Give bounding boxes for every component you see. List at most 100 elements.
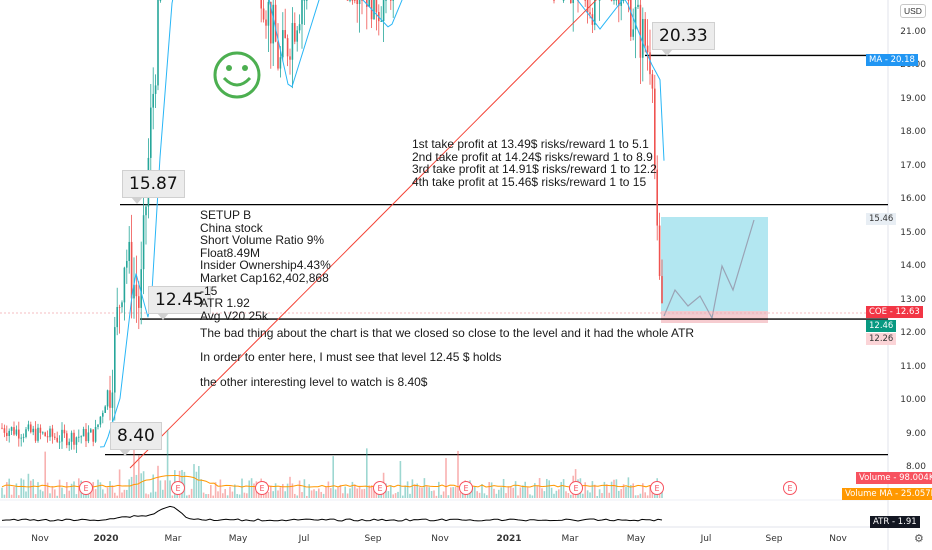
volume-bar: [490, 482, 493, 498]
volume-bar: [68, 490, 70, 498]
volume-bar: [152, 474, 154, 498]
volume-bar: [440, 494, 442, 498]
volume-bar: [183, 471, 186, 498]
stop-box: [661, 311, 768, 323]
volume-bar: [116, 495, 118, 498]
candle-body: [639, 4, 642, 58]
date-tick-label: May: [626, 534, 646, 544]
candle-body: [92, 429, 94, 442]
volume-bar: [274, 483, 277, 498]
volume-bar: [418, 487, 421, 498]
volume-bar: [346, 493, 349, 498]
volume-bar: [70, 483, 73, 498]
volume-bar: [308, 484, 310, 498]
volume-bar: [111, 485, 114, 498]
candle-body: [594, 0, 596, 25]
candle-body: [97, 424, 99, 427]
volume-bar: [387, 491, 390, 498]
price-tag: MA - 20.18: [866, 54, 918, 66]
volume-bar: [356, 488, 358, 498]
settings-gear-icon[interactable]: ⚙: [914, 533, 924, 545]
volume-bar: [243, 492, 246, 498]
candle-body: [123, 267, 126, 303]
volume-bar: [649, 485, 651, 498]
candle-body: [150, 107, 152, 158]
volume-bar: [54, 489, 56, 498]
setup-note: SETUP B China stock Short Volume Ratio 9…: [200, 208, 331, 323]
candle-body: [159, 0, 162, 1]
volume-bar: [399, 461, 402, 498]
volume-bar: [483, 493, 486, 498]
volume-bar: [409, 493, 411, 498]
candle-body: [375, 0, 378, 12]
currency-toggle-button[interactable]: USD: [900, 4, 926, 18]
earnings-marker-icon: [650, 481, 664, 495]
volume-bar: [546, 478, 548, 498]
volume-bar: [548, 480, 550, 498]
volume-bar: [651, 489, 654, 498]
ma-slow-line: [129, 0, 597, 469]
candle-body: [114, 327, 116, 393]
volume-bar: [193, 464, 195, 498]
candle-body: [620, 0, 622, 6]
candle-body: [154, 85, 157, 94]
date-tick-label: Jul: [298, 534, 310, 544]
volume-bar: [438, 481, 440, 498]
price-tick-label: 18.00: [900, 127, 926, 138]
candle-body: [46, 436, 49, 438]
volume-bar: [214, 482, 217, 498]
volume-bar: [524, 481, 526, 498]
volume-bar: [613, 479, 615, 498]
volume-bar: [169, 480, 171, 498]
volume-bar: [284, 491, 286, 498]
candle-body: [90, 429, 92, 433]
volume-bar: [279, 487, 282, 498]
candle-body: [1, 427, 3, 429]
volume-bar: [555, 490, 558, 498]
candle-body: [18, 429, 20, 439]
candle-body: [289, 56, 291, 60]
candle-body: [658, 225, 661, 277]
volume-bar: [73, 481, 75, 498]
volume-bar: [406, 481, 409, 498]
earnings-marker-icon: [783, 481, 797, 495]
volume-bar: [58, 479, 61, 498]
candle-body: [3, 428, 6, 433]
candle-body: [116, 307, 118, 328]
price-tag: 15.46: [866, 213, 897, 225]
volume-bar: [32, 479, 34, 498]
candle-body: [87, 432, 90, 442]
volume-bar: [94, 489, 97, 498]
candle-body: [63, 429, 66, 434]
volume-bar: [296, 495, 298, 498]
candle-body: [361, 0, 363, 1]
volume-bar: [39, 489, 42, 498]
volume-bar: [390, 485, 392, 498]
price-tick-label: 10.00: [900, 395, 926, 406]
volume-bar: [500, 487, 502, 498]
candle-body: [126, 260, 128, 268]
earnings-marker-icon: [171, 481, 185, 495]
candle-body: [615, 0, 618, 1]
volume-bar: [303, 479, 306, 498]
volume-bar: [476, 491, 478, 498]
volume-bar: [457, 450, 459, 498]
atr-line: [1, 505, 663, 522]
volume-bar: [589, 492, 591, 498]
volume-bar: [27, 473, 30, 498]
candle-body: [99, 416, 102, 425]
price-tick-label: 13.00: [900, 294, 926, 305]
volume-bar: [634, 495, 637, 498]
candle-body: [385, 0, 387, 1]
volume-bar: [289, 476, 291, 498]
volume-bar: [481, 484, 483, 498]
volume-bar: [510, 487, 512, 498]
candle-body: [284, 30, 286, 39]
volume-bar: [56, 495, 58, 498]
volume-bar: [205, 494, 207, 498]
candle-body: [85, 428, 87, 442]
volume-bar: [411, 479, 414, 498]
candle-body: [70, 432, 73, 442]
volume-bar: [445, 458, 447, 498]
